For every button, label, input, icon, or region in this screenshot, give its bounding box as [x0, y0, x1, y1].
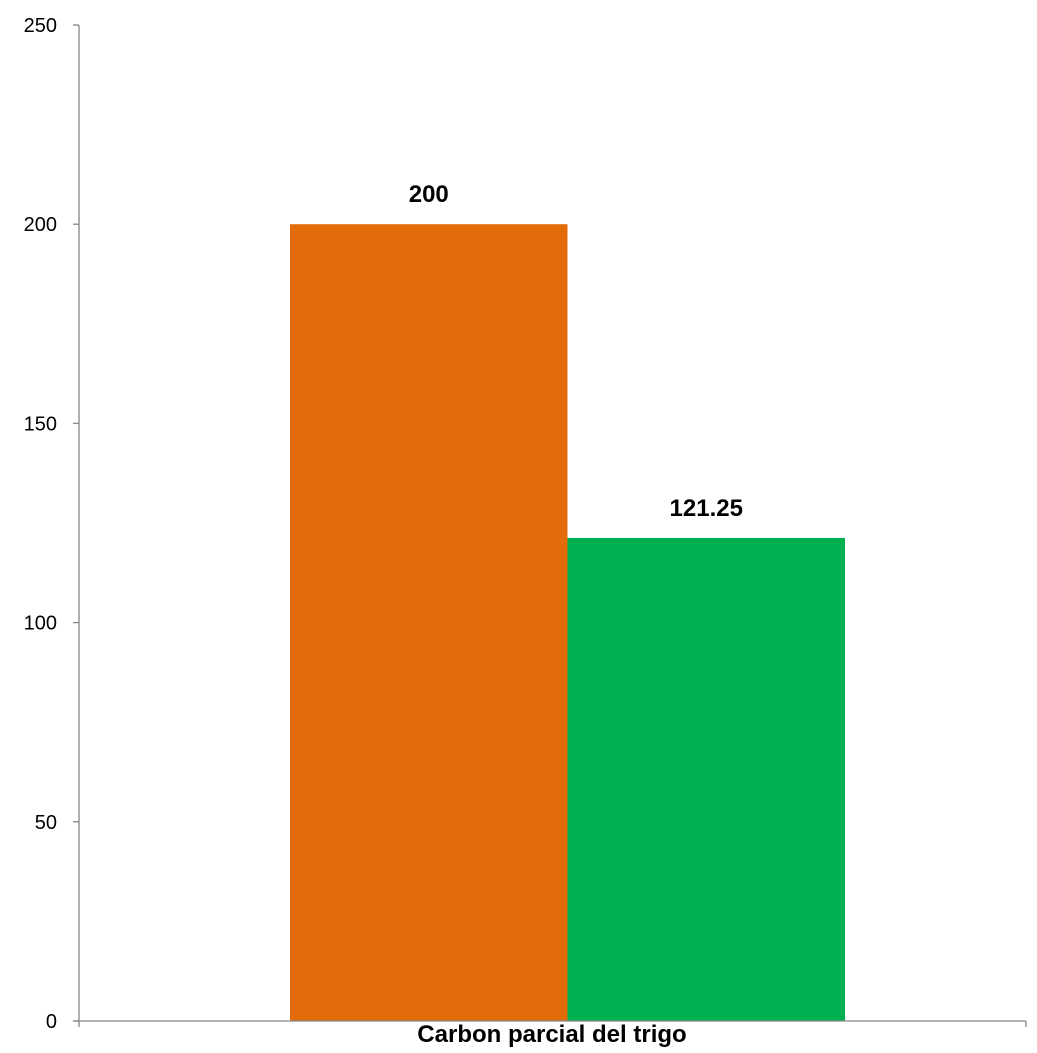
y-tick-label: 250: [24, 15, 57, 37]
y-axis: 0 50 100 150 200 250: [24, 15, 80, 1033]
bars: [290, 224, 845, 1021]
bar: [290, 224, 568, 1021]
y-tick-label: 200: [24, 214, 57, 236]
data-labels: 200 121.25: [409, 181, 743, 522]
bar: [567, 537, 845, 1021]
x-axis: Carbon parcial del trigo: [73, 1020, 1027, 1048]
y-tick-label: 150: [24, 413, 57, 435]
y-tick-label: 0: [46, 1011, 57, 1033]
data-label: 121.25: [670, 495, 743, 522]
y-tick-label: 100: [24, 613, 57, 635]
y-axis-ticks: 0 50 100 150 200 250: [24, 15, 79, 1033]
category-label: Carbon parcial del trigo: [417, 1021, 686, 1048]
data-label: 200: [409, 181, 449, 208]
y-tick-label: 50: [35, 812, 57, 834]
